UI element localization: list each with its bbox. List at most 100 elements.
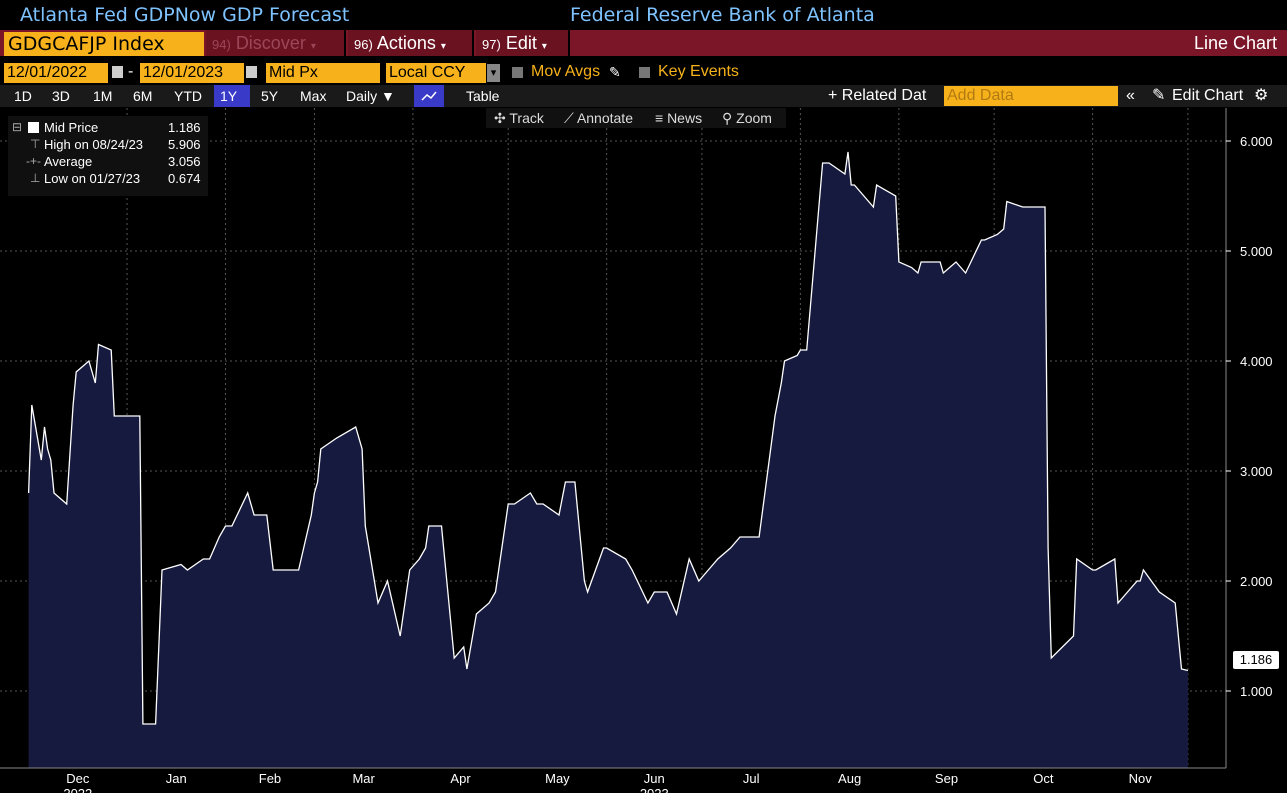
x-year-label: 2023	[640, 786, 669, 793]
x-ticks: Dec Jan Feb Mar Apr May Jun Jul Aug Sep Oct Nov 2022…	[63, 771, 1152, 793]
y-tick-label: 5.000	[1240, 244, 1273, 259]
period-ytd[interactable]: YTD	[174, 88, 202, 104]
x-tick-label: Apr	[450, 771, 471, 786]
legend-mid-label: Mid Price	[44, 120, 99, 135]
discover-menu[interactable]: 94) Discover ▾	[206, 30, 346, 56]
minus-box-icon[interactable]: ⊟	[12, 120, 23, 134]
chevron-down-icon: ▾	[310, 41, 316, 52]
chevron-down-icon: ▾	[541, 41, 547, 52]
legend-average-value: 3.056	[168, 154, 201, 169]
related-data-button[interactable]: + Related Dat	[828, 87, 927, 104]
edit-menu[interactable]: 97) Edit ▾	[476, 30, 570, 56]
start-date-field[interactable]: 12/01/2022	[4, 63, 108, 83]
legend-low-value: 0.674	[168, 171, 201, 186]
pencil-icon[interactable]: ✎	[609, 64, 621, 80]
track-tool[interactable]: ✣ Track	[494, 108, 544, 128]
chart-title: Atlanta Fed GDPNow GDP Forecast	[20, 4, 350, 26]
last-value-label: 1.186	[1233, 651, 1279, 669]
annotate-icon: ⟋	[564, 110, 574, 126]
chart-area[interactable]: 6.000 5.000 4.000 3.000 2.000 1.000 Dec Jan Feb…	[0, 108, 1287, 793]
series-line	[27, 151, 1189, 725]
line-chart-icon[interactable]	[414, 85, 444, 107]
x-tick-label: Aug	[838, 771, 861, 786]
legend-high: ⊤ High on 08/24/23 5.906	[8, 136, 208, 153]
price-field-select[interactable]: Mid Px	[266, 63, 380, 83]
crosshair-icon: ✣	[494, 110, 506, 126]
news-tool[interactable]: ≡ News	[655, 108, 703, 128]
collapse-icon[interactable]: «	[1126, 87, 1135, 104]
frequency-label: Daily	[346, 88, 378, 104]
y-tick-label: 1.000	[1240, 684, 1273, 699]
period-5y[interactable]: 5Y	[261, 88, 279, 104]
ticker-field[interactable]: GDGCAFJP Index	[4, 32, 204, 56]
gear-icon[interactable]: ⚙	[1254, 87, 1269, 104]
caret-down-icon: ▼	[381, 88, 395, 104]
y-ticks: 6.000 5.000 4.000 3.000 2.000 1.000	[1226, 134, 1273, 699]
end-date-field[interactable]: 12/01/2023	[140, 63, 244, 83]
key-events-checkbox[interactable]	[639, 67, 650, 78]
y-tick-label: 4.000	[1240, 354, 1273, 369]
legend: ⊟ Mid Price 1.186 ⊤ High on 08/24/23 5.9…	[8, 116, 208, 196]
period-3d[interactable]: 3D	[52, 88, 70, 104]
legend-high-value: 5.906	[168, 137, 201, 152]
average-marker-icon: -+-	[26, 154, 41, 168]
table-button[interactable]: Table	[466, 88, 500, 104]
line-chart-glyph	[421, 91, 437, 101]
period-1y[interactable]: 1Y	[214, 85, 250, 107]
discover-label: Discover	[235, 33, 306, 53]
legend-low-label: Low on 01/27/23	[44, 171, 141, 186]
zoom-tool[interactable]: ⚲ Zoom	[722, 108, 772, 128]
period-1m[interactable]: 1M	[93, 88, 113, 104]
date-separator: -	[128, 63, 134, 80]
period-6m[interactable]: 6M	[133, 88, 153, 104]
chart-type-label: Line Chart	[1193, 33, 1277, 53]
frequency-select[interactable]: Daily ▼	[340, 85, 401, 107]
zoom-label: Zoom	[736, 110, 772, 126]
x-tick-label: Sep	[935, 771, 958, 786]
y-tick-label: 6.000	[1240, 134, 1273, 149]
period-max[interactable]: Max	[300, 88, 327, 104]
key-events-label[interactable]: Key Events	[658, 63, 739, 80]
calendar-icon[interactable]	[246, 66, 257, 78]
x-tick-label: Dec	[66, 771, 90, 786]
actions-menu[interactable]: 96) Actions ▾	[348, 30, 474, 56]
annotate-tool[interactable]: ⟋ Annotate	[564, 108, 633, 128]
mov-avgs-label[interactable]: Mov Avgs	[531, 63, 601, 80]
x-year-label: 2022	[63, 786, 92, 793]
source-label: Federal Reserve Bank of Atlanta	[570, 4, 875, 26]
pencil-icon[interactable]: ✎	[1152, 87, 1166, 104]
period-1d[interactable]: 1D	[14, 88, 32, 104]
low-marker-icon: ⊥	[30, 171, 41, 185]
x-tick-label: Feb	[259, 771, 281, 786]
actions-num: 96)	[354, 37, 373, 52]
x-tick-label: Jul	[743, 771, 760, 786]
legend-average-label: Average	[44, 154, 93, 169]
series-area	[28, 152, 1188, 768]
y-tick-label: 2.000	[1240, 574, 1273, 589]
x-tick-label: Jan	[166, 771, 187, 786]
x-tick-label: May	[545, 771, 570, 786]
discover-num: 94)	[212, 37, 231, 52]
edit-chart-button[interactable]: Edit Chart	[1172, 87, 1244, 104]
currency-select[interactable]: Local CCY	[386, 63, 486, 83]
chevron-down-icon[interactable]: ▾	[487, 64, 500, 82]
high-marker-icon: ⊤	[30, 137, 41, 151]
legend-average: -+- Average 3.056	[8, 153, 208, 170]
x-tick-label: Nov	[1129, 771, 1153, 786]
calendar-icon[interactable]	[112, 66, 123, 78]
edit-label: Edit	[505, 33, 537, 53]
legend-mid: ⊟ Mid Price 1.186	[8, 119, 208, 136]
x-tick-label: Jun	[644, 771, 665, 786]
series-swatch	[28, 122, 39, 133]
legend-high-label: High on 08/24/23	[44, 137, 144, 152]
legend-low: ⊥ Low on 01/27/23 0.674	[8, 170, 208, 187]
news-icon: ≡	[655, 110, 664, 126]
chevron-down-icon: ▾	[440, 41, 446, 52]
y-tick-label: 3.000	[1240, 464, 1273, 479]
add-data-input[interactable]: Add Data	[944, 86, 1118, 106]
x-tick-label: Mar	[352, 771, 375, 786]
edit-num: 97)	[482, 37, 501, 52]
legend-mid-value: 1.186	[168, 120, 201, 135]
x-tick-label: Oct	[1033, 771, 1054, 786]
mov-avgs-checkbox[interactable]	[512, 67, 523, 78]
